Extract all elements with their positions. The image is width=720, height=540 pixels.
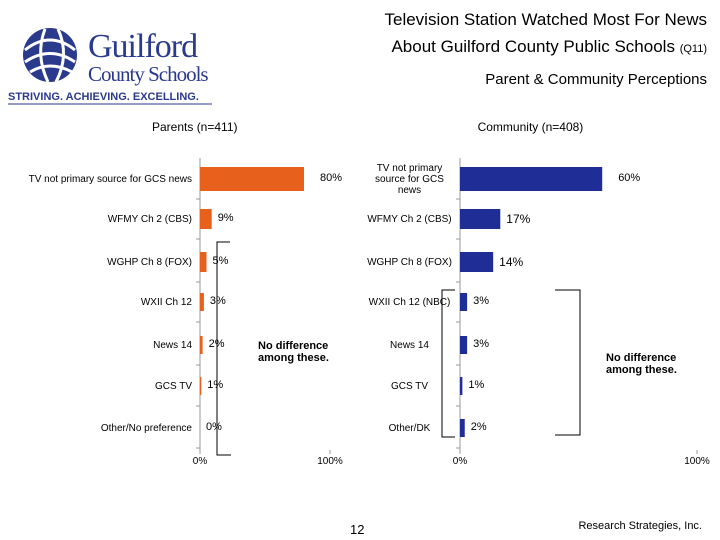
value-label: 14% (499, 255, 524, 269)
title: Television Station Watched Most For News (384, 10, 708, 29)
bracket (216, 241, 231, 456)
x-tick-label: 100% (684, 456, 710, 467)
bar (460, 419, 465, 437)
category-label: TV not primary source for GCS news (375, 162, 444, 196)
title-note: (Q11) (679, 43, 707, 55)
bar (200, 252, 207, 272)
value-label: 1% (207, 379, 224, 391)
chart-title: Community (n=408) (477, 120, 584, 134)
annotation: No difference among these. (258, 340, 329, 364)
x-tick-label: 100% (317, 456, 343, 467)
bar (200, 336, 203, 354)
title: About Guilford County Public Schools (Q1… (391, 37, 707, 57)
annotation: No difference among these. (606, 352, 677, 376)
subtitle: Parent & Community Perceptions (485, 71, 707, 88)
logo-text: Guilford (88, 28, 198, 65)
bracket (441, 289, 455, 438)
category-label: WGHP Ch 8 (FOX) (367, 256, 452, 268)
value-label: 80% (320, 172, 343, 184)
bar (460, 336, 468, 354)
bar (200, 293, 204, 311)
bar (460, 293, 468, 311)
category-label: News 14 (390, 339, 429, 351)
category-label: WFMY Ch 2 (CBS) (367, 213, 452, 225)
category-label: Other/No preference (100, 422, 192, 434)
logo-text: County Schools (88, 62, 209, 86)
tagline: STRIVING. ACHIEVING. EXCELLING. (8, 91, 199, 103)
bar (460, 209, 501, 229)
bar (200, 167, 304, 191)
bar (460, 377, 463, 395)
category-label: Other/DK (388, 422, 431, 434)
bar (200, 209, 212, 229)
category-label: News 14 (153, 339, 192, 351)
value-label: 2% (208, 338, 225, 350)
value-label: 3% (209, 295, 226, 307)
value-label: 1% (468, 379, 485, 391)
credit: Research Strategies, Inc. (578, 520, 702, 532)
value-label: 9% (217, 212, 234, 224)
title: About Guilford County Public Schools (391, 37, 675, 56)
category-label: WXII Ch 12 (NBC) (368, 296, 451, 308)
value-label: 5% (212, 255, 229, 267)
category-label: WXII Ch 12 (140, 296, 192, 308)
x-tick-label: 0% (452, 456, 468, 467)
value-label: 0% (206, 421, 222, 433)
value-label: 17% (506, 212, 531, 226)
category-label: WFMY Ch 2 (CBS) (107, 213, 192, 225)
category-label: GCS TV (154, 380, 192, 392)
bar (460, 167, 603, 191)
x-tick-label: 0% (192, 456, 208, 467)
value-label: 3% (473, 338, 490, 350)
value-label: 2% (470, 421, 487, 433)
category-label: GCS TV (390, 380, 429, 392)
category-label: TV not primary source for GCS news (28, 173, 192, 185)
category-label: WGHP Ch 8 (FOX) (107, 256, 192, 268)
bar (460, 252, 494, 272)
value-label: 3% (473, 295, 490, 307)
logo-globe (23, 28, 77, 83)
bar (200, 377, 202, 395)
chart-title: Parents (n=411) (152, 120, 238, 134)
page-number: 12 (350, 522, 365, 537)
bracket (555, 289, 581, 436)
value-label: 60% (618, 172, 641, 184)
